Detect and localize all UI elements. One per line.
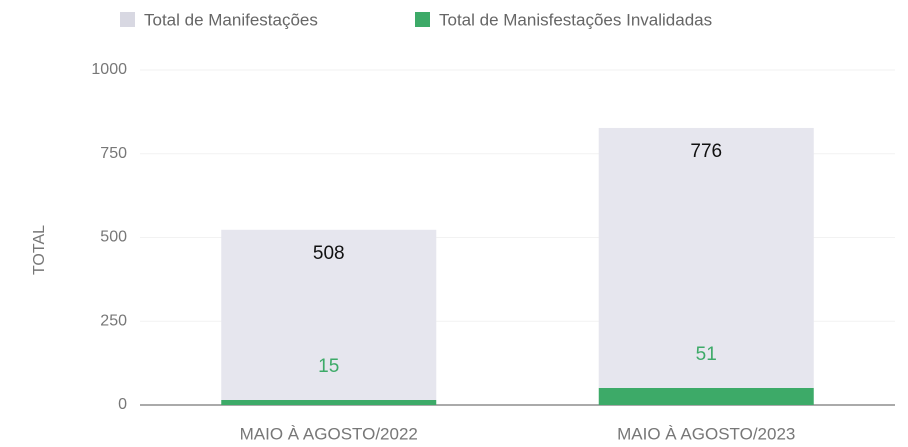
data-label: 51 <box>696 344 717 365</box>
bar-segment <box>598 127 814 388</box>
y-tick-label: 750 <box>100 145 127 162</box>
y-tick-label: 1000 <box>91 61 127 78</box>
bar-segment <box>221 229 437 400</box>
data-label: 508 <box>313 243 345 264</box>
y-tick-label: 0 <box>118 396 127 413</box>
x-tick-label: MAIO À AGOSTO/2023 <box>617 424 795 443</box>
data-label: 776 <box>690 141 722 162</box>
y-axis-label: TOTAL <box>31 225 48 275</box>
legend-swatch <box>120 12 135 27</box>
y-tick-label: 250 <box>100 312 127 329</box>
data-label: 15 <box>318 356 339 377</box>
bar-segment <box>221 399 437 405</box>
legend-label: Total de Manisfestações Invalidadas <box>439 10 712 29</box>
legend-swatch <box>415 12 430 27</box>
x-tick-label: MAIO À AGOSTO/2022 <box>240 424 418 443</box>
bar-segment <box>598 387 814 405</box>
legend-label: Total de Manifestações <box>144 10 318 29</box>
y-tick-label: 500 <box>100 229 127 246</box>
